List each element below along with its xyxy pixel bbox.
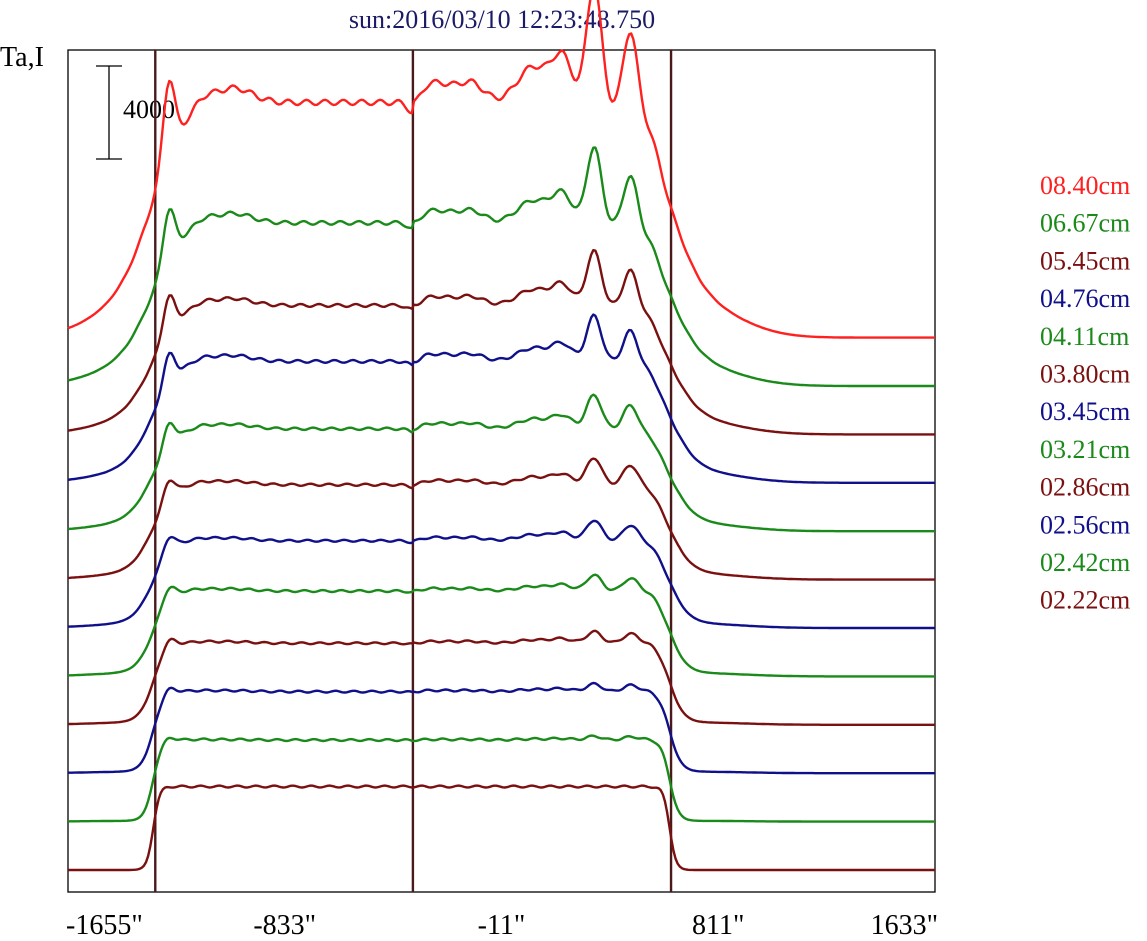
legend-entry: 06.67cm [1040, 209, 1130, 238]
legend-entry: 02.22cm [1040, 586, 1130, 615]
x-tick-label: -11" [478, 910, 526, 941]
scale-bar-label: 4000 [123, 95, 175, 124]
legend-entry: 04.11cm [1040, 322, 1129, 351]
y-axis-label: Ta,I [0, 42, 44, 73]
series-line-02.22cm [68, 784, 935, 872]
legend-entry: 02.86cm [1040, 473, 1130, 502]
legend-entry: 03.21cm [1040, 435, 1130, 464]
series-line-02.42cm [67, 734, 935, 823]
series-line-05.45cm [67, 249, 935, 436]
legend-entry: 03.80cm [1040, 360, 1130, 389]
reference-lines [154, 50, 673, 892]
series-line-04.76cm [67, 313, 935, 484]
plot-frame [67, 49, 936, 893]
x-axis-ticks: -1655" -833" -11" 811" 1633" [66, 910, 938, 941]
x-tick-label: -833" [253, 910, 316, 941]
x-tick-label: 1633" [871, 910, 938, 941]
legend-entry: 02.42cm [1040, 548, 1130, 577]
series-line-03.21cm [67, 573, 935, 678]
series-line-08.40cm [67, 0, 935, 339]
series-line-02.86cm [67, 629, 935, 726]
x-tick-label: -1655" [66, 910, 143, 941]
series-line-02.56cm [68, 681, 935, 775]
legend-entry: 05.45cm [1040, 246, 1130, 275]
legend-entry: 02.56cm [1040, 510, 1130, 539]
legend-entry: 04.76cm [1040, 284, 1130, 313]
series-line-03.45cm [67, 519, 935, 630]
legend: 08.40cm 06.67cm 05.45cm 04.76cm 04.11cm 03.80… [1040, 171, 1130, 615]
series-line-03.80cm [67, 457, 935, 581]
legend-entry: 03.45cm [1040, 397, 1130, 426]
series-curves [67, 0, 935, 872]
series-line-04.11cm [67, 393, 935, 533]
chart-title: sun:2016/03/10 12:23:48.750 [349, 5, 655, 34]
series-line-06.67cm [67, 146, 935, 388]
legend-entry: 08.40cm [1040, 171, 1130, 200]
x-tick-label: 811" [692, 910, 744, 941]
